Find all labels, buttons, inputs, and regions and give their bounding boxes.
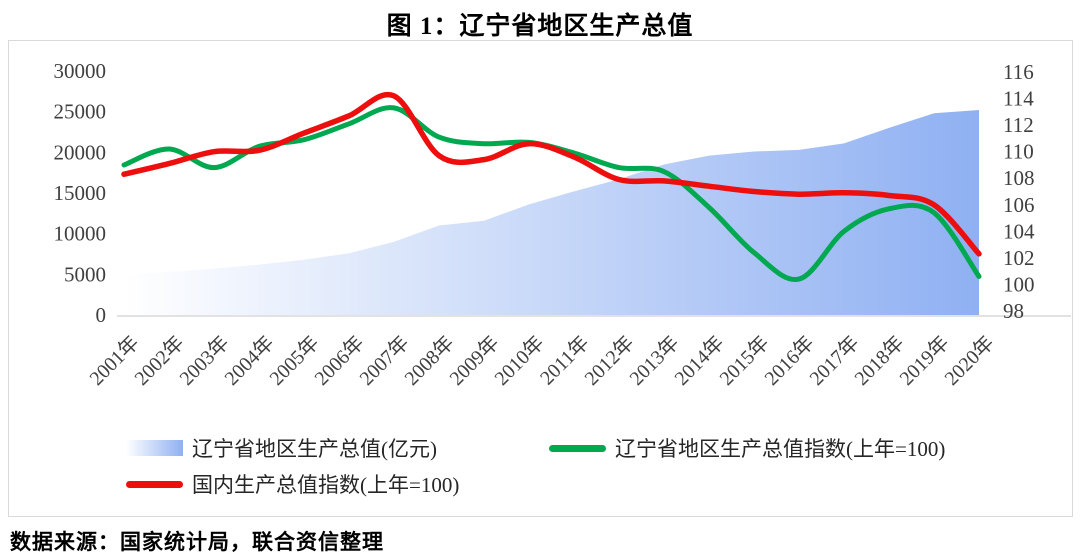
x-axis-label: 2005年 [265,331,324,390]
gdp-area-series [124,110,979,315]
x-axis-label: 2003年 [175,331,234,390]
x-axis-label: 2007年 [355,331,414,390]
legend-label-liaoning-index: 辽宁省地区生产总值指数(上年=100) [615,437,946,461]
national-index-legend-swatch [126,480,183,488]
y-axis-tick-right: 106 [1003,193,1035,217]
data-source-note: 数据来源：国家统计局，联合资信整理 [10,530,384,554]
chart-area-frame: 0 5000 10000 15000 20000 25000 30000 98 100 102 10… [8,40,1073,517]
y-axis-tick-left: 25000 [54,100,107,124]
x-axis-label: 2019年 [895,331,954,390]
x-axis-label: 2018年 [850,331,909,390]
x-axis-label: 2001年 [85,331,144,390]
x-axis-label: 2014年 [670,331,729,390]
y-axis-tick-right: 102 [1003,246,1035,270]
legend-item-national-index: 国内生产总值指数(上年=100) [126,469,459,499]
x-axis-label: 2017年 [805,331,864,390]
x-axis-label: 2010年 [490,331,549,390]
y-axis-tick-right: 116 [1003,60,1034,84]
y-axis-tick-right: 108 [1003,166,1035,190]
y-axis-tick-right: 104 [1003,219,1035,243]
x-axis-label: 2020年 [940,331,999,390]
y-axis-tick-left: 15000 [54,181,107,205]
x-axis-label: 2012年 [580,331,639,390]
x-axis-label: 2002年 [130,331,189,390]
legend-item-liaoning-index: 辽宁省地区生产总值指数(上年=100) [549,433,945,463]
y-axis-tick-right: 112 [1003,113,1034,137]
x-axis-label: 2004年 [220,331,279,390]
legend-label-gdp-area: 辽宁省地区生产总值(亿元) [192,437,437,461]
legend-label-national-index: 国内生产总值指数(上年=100) [192,473,460,497]
x-axis-label: 2016年 [760,331,819,390]
x-axis-label: 2006年 [310,331,369,390]
y-axis-tick-left: 5000 [64,262,106,286]
y-axis-tick-right: 98 [1003,299,1024,323]
gdp-area-legend-swatch [126,440,183,456]
x-axis-label: 2011年 [535,331,593,389]
x-axis-label: 2015年 [715,331,774,390]
y-axis-tick-left: 30000 [54,59,107,83]
x-axis-label: 2013年 [625,331,684,390]
y-axis-tick-right: 110 [1003,140,1034,164]
x-axis-label: 2009年 [445,331,504,390]
legend-item-gdp-area: 辽宁省地区生产总值(亿元) [126,433,437,463]
liaoning-index-legend-swatch [549,444,606,452]
y-axis-tick-left: 20000 [54,140,107,164]
y-axis-tick-right: 114 [1003,87,1034,111]
y-axis-tick-left: 0 [96,303,107,327]
y-axis-tick-left: 10000 [54,222,107,246]
x-axis-label: 2008年 [400,331,459,390]
national-index-line [121,91,982,257]
y-axis-tick-right: 100 [1003,272,1035,296]
chart-title: 图 1：辽宁省地区生产总值 [386,13,694,40]
